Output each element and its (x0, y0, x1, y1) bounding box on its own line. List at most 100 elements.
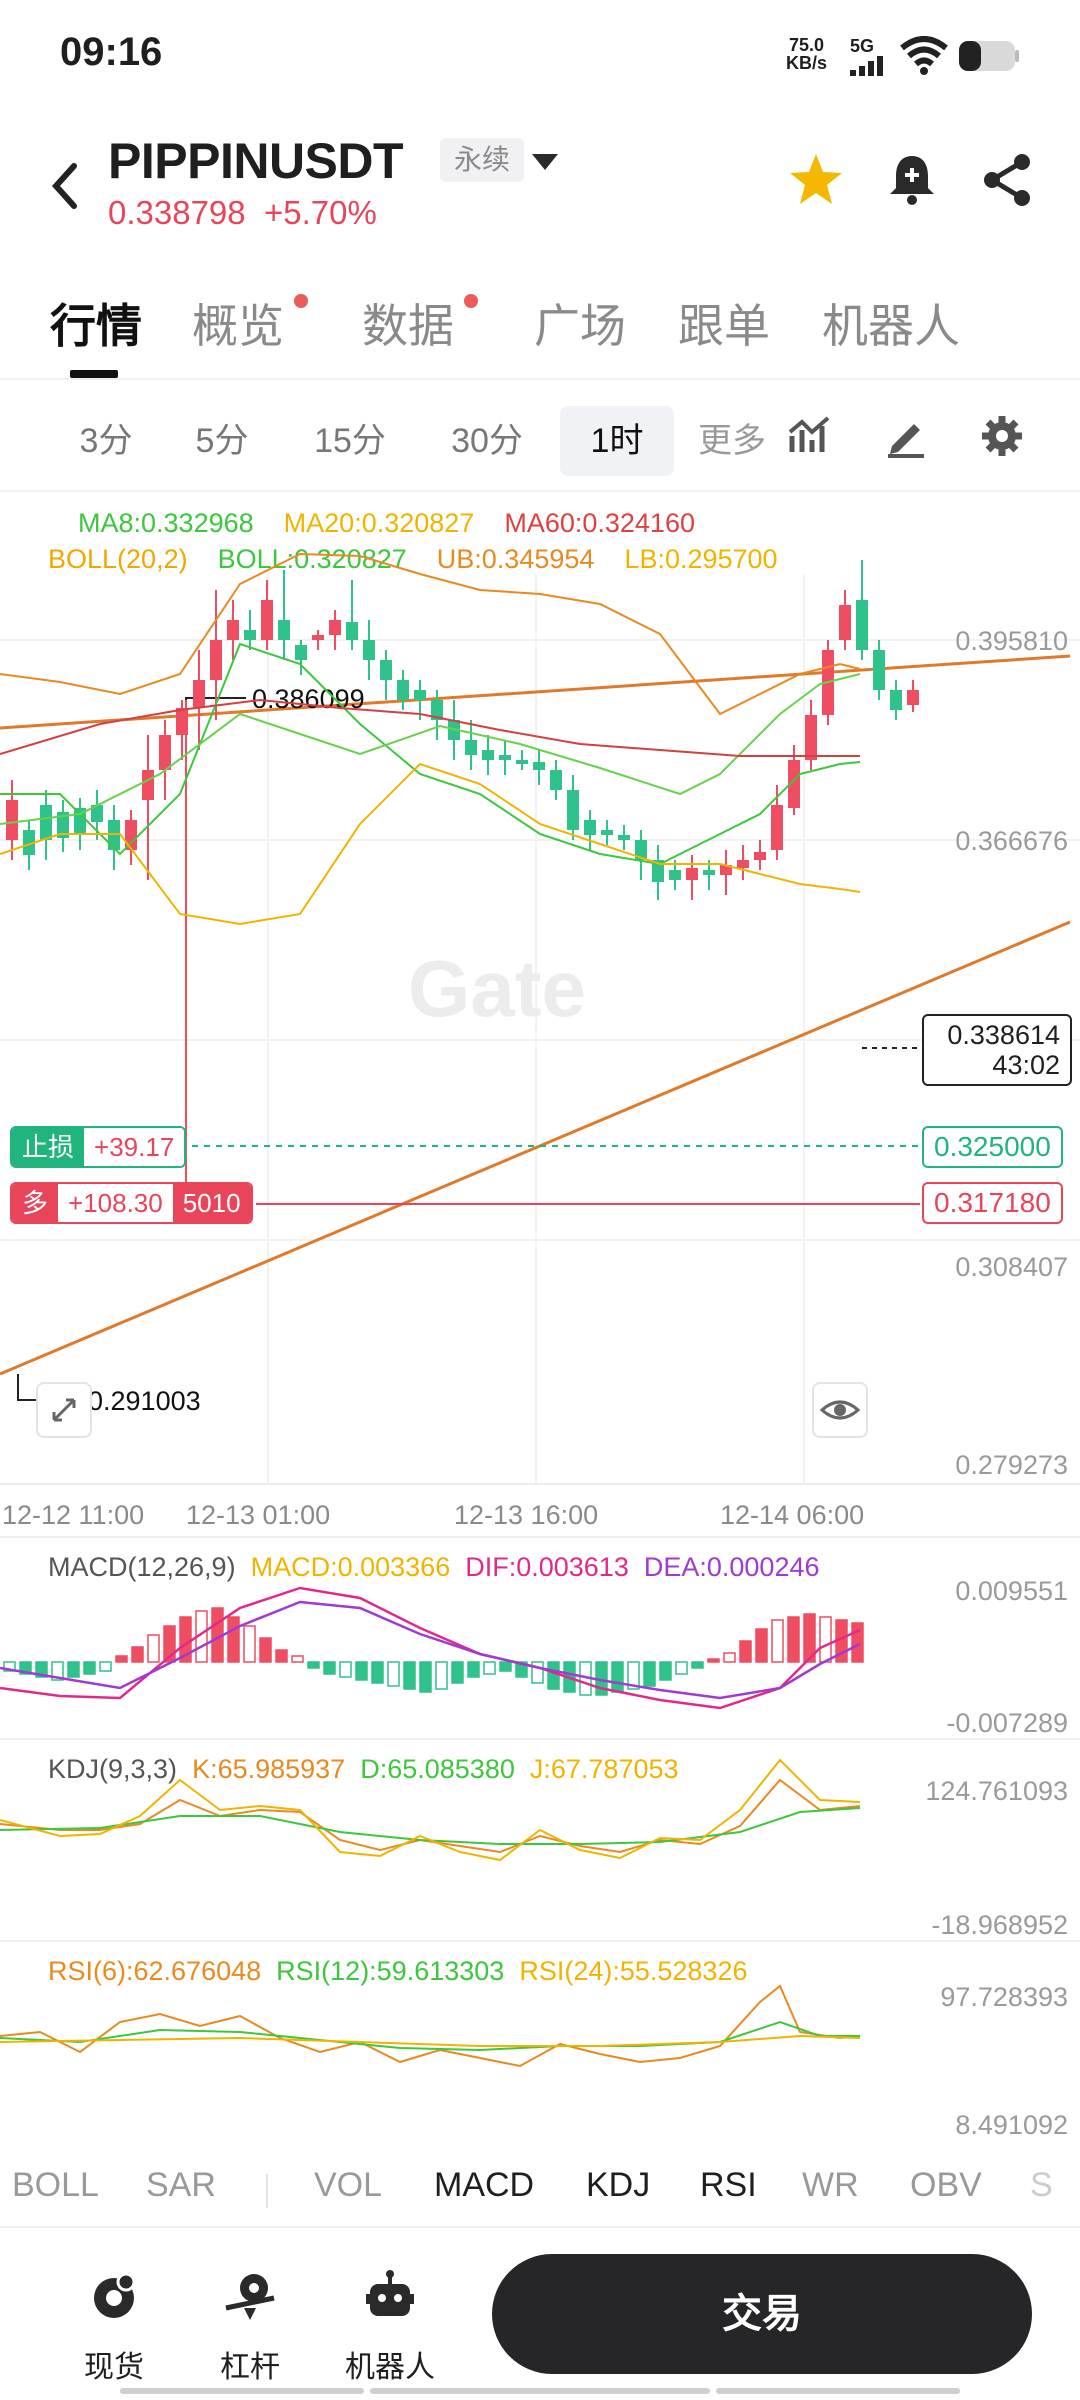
kdj-d-line (0, 1807, 861, 1845)
macd-histogram-bar (51, 1661, 64, 1681)
tab-data[interactable]: 数据 (362, 300, 454, 352)
indicator-tab-rsi[interactable]: RSI (700, 2166, 757, 2204)
candle-body (482, 750, 494, 760)
ma20-legend: MA20:0.320827 (283, 508, 475, 538)
gate-watermark: Gate (408, 944, 586, 1033)
rsi-panel[interactable]: RSI(6):62.676048 RSI(12):59.613303 RSI(2… (0, 1940, 1080, 2140)
macd-axis-bottom: -0.007289 (946, 1708, 1068, 1738)
candle-body (533, 762, 545, 770)
indicator-tab-obv[interactable]: OBV (910, 2166, 982, 2204)
clock: 09:16 (60, 30, 163, 74)
lb-legend: LB:0.295700 (624, 544, 778, 574)
dea-line (0, 1600, 861, 1700)
price-axis-label: 0.308407 (955, 1252, 1068, 1282)
timeframe-more[interactable]: 更多 (698, 422, 766, 460)
macd-chart-svg (0, 1586, 864, 1710)
back-arrow-icon[interactable] (46, 158, 86, 218)
current-price-box: 0.338614 43:02 (922, 1014, 1072, 1086)
candle-body (193, 680, 205, 708)
timeframe-3m[interactable]: 3分 (79, 422, 133, 460)
macd-histogram-bar (787, 1616, 800, 1663)
stop-loss-price-tag[interactable]: 0.325000 (922, 1126, 1063, 1168)
candle-body (618, 835, 630, 840)
candle-body (142, 770, 154, 800)
macd-histogram-bar (355, 1661, 368, 1681)
rsi6-value: RSI(6):62.676048 (48, 1956, 262, 1986)
kdj-j-line (0, 1758, 861, 1862)
candle-body (6, 800, 18, 840)
candle-body (91, 805, 103, 822)
tab-bots[interactable]: 机器人 (822, 300, 960, 352)
indicator-chart-icon[interactable] (786, 412, 834, 460)
long-position-label[interactable]: 多 +108.30 5010 (10, 1182, 253, 1224)
fullscreen-expand-icon[interactable] (36, 1382, 92, 1438)
candle-body (261, 600, 273, 640)
timeframe-15m[interactable]: 15分 (314, 422, 386, 460)
indicator-tab-more[interactable]: S (1030, 2166, 1053, 2204)
ma60-line (0, 698, 860, 757)
macd-histogram-bar (227, 1616, 240, 1663)
indicator-tab-macd[interactable]: MACD (434, 2166, 535, 2204)
macd-panel[interactable]: MACD(12,26,9) MACD:0.003366 DIF:0.003613… (0, 1536, 1080, 1738)
active-tab-indicator (70, 370, 118, 378)
indicator-tab-sar[interactable]: SAR (146, 2166, 216, 2204)
macd-histogram-bar (803, 1613, 816, 1663)
macd-histogram-bar (275, 1649, 288, 1663)
robot-icon (366, 2270, 414, 2316)
price-axis-label: 0.279273 (955, 1450, 1068, 1480)
candle-body (907, 690, 919, 705)
network-speed: 75.0 KB/s (786, 35, 828, 73)
candle-body (584, 820, 596, 835)
indicator-tab-wr[interactable]: WR (802, 2166, 859, 2204)
data-badge-dot (464, 294, 478, 308)
low-label: 0.291003 (88, 1386, 201, 1416)
kdj-axis-top: 124.761093 (925, 1776, 1068, 1806)
candle-body (380, 660, 392, 680)
indicator-tab-boll[interactable]: BOLL (12, 2166, 99, 2204)
indicator-tab-kdj[interactable]: KDJ (586, 2166, 651, 2204)
kdj-panel[interactable]: KDJ(9,3,3) K:65.985937 D:65.085380 J:67.… (0, 1738, 1080, 1940)
timeframe-5m[interactable]: 5分 (195, 422, 249, 460)
trade-button[interactable]: 交易 (492, 2254, 1032, 2374)
timeframe-30m[interactable]: 30分 (451, 422, 523, 460)
candle-body (839, 605, 851, 640)
stop-loss-label[interactable]: 止损 +39.17 (10, 1126, 187, 1168)
candles-group (6, 560, 919, 1214)
ma8-legend: MA8:0.332968 (78, 508, 254, 538)
bots-button[interactable]: 机器人 (330, 2268, 450, 2386)
chevron-down-icon[interactable] (532, 154, 558, 170)
timeframe-1h[interactable]: 1时 (560, 406, 674, 476)
symbol-title[interactable]: PIPPINUSDT (108, 133, 404, 189)
contract-type-tag[interactable]: 永续 (440, 138, 525, 182)
stop-loss-pnl: +39.17 (84, 1128, 185, 1166)
leverage-button[interactable]: 杠杆 (190, 2268, 310, 2386)
spot-button[interactable]: 现货 (54, 2268, 174, 2386)
candle-body (550, 770, 562, 790)
settings-gear-icon[interactable] (978, 412, 1026, 460)
timeframe-bar: 3分 5分 15分 30分 1时 更多 (0, 384, 1080, 492)
tab-market[interactable]: 行情 (50, 300, 142, 352)
macd-histogram-bar (531, 1661, 544, 1684)
indicator-tab-vol[interactable]: VOL (314, 2166, 383, 2204)
candle-body (414, 690, 426, 700)
ub-legend: UB:0.345954 (436, 544, 595, 574)
rsi12-value: RSI(12):59.613303 (276, 1956, 505, 1986)
price-alert-bell-icon[interactable] (882, 150, 942, 210)
share-icon[interactable] (978, 150, 1038, 210)
draw-pen-icon[interactable] (882, 412, 930, 460)
bottom-action-bar: 现货 杠杆 机器人 交易 (0, 2226, 1080, 2400)
network-type: 5G (850, 36, 875, 56)
ma8-line (0, 673, 861, 825)
candlestick-chart[interactable]: MA8:0.332968 MA20:0.320827 MA60:0.324160… (0, 494, 1080, 1534)
position-price-tag[interactable]: 0.317180 (922, 1182, 1063, 1224)
trend-line-lower[interactable] (0, 920, 1071, 1376)
eye-visibility-icon[interactable] (812, 1382, 868, 1438)
boll-lower-line (0, 762, 861, 926)
favorite-star-icon[interactable] (786, 150, 846, 210)
tab-square[interactable]: 广场 (534, 300, 626, 352)
macd-histogram-bar (611, 1661, 624, 1693)
tab-overview[interactable]: 概览 (192, 300, 284, 352)
macd-histogram-bar (547, 1661, 560, 1690)
tab-copy-trading[interactable]: 跟单 (678, 300, 770, 352)
candle-body (890, 690, 902, 710)
